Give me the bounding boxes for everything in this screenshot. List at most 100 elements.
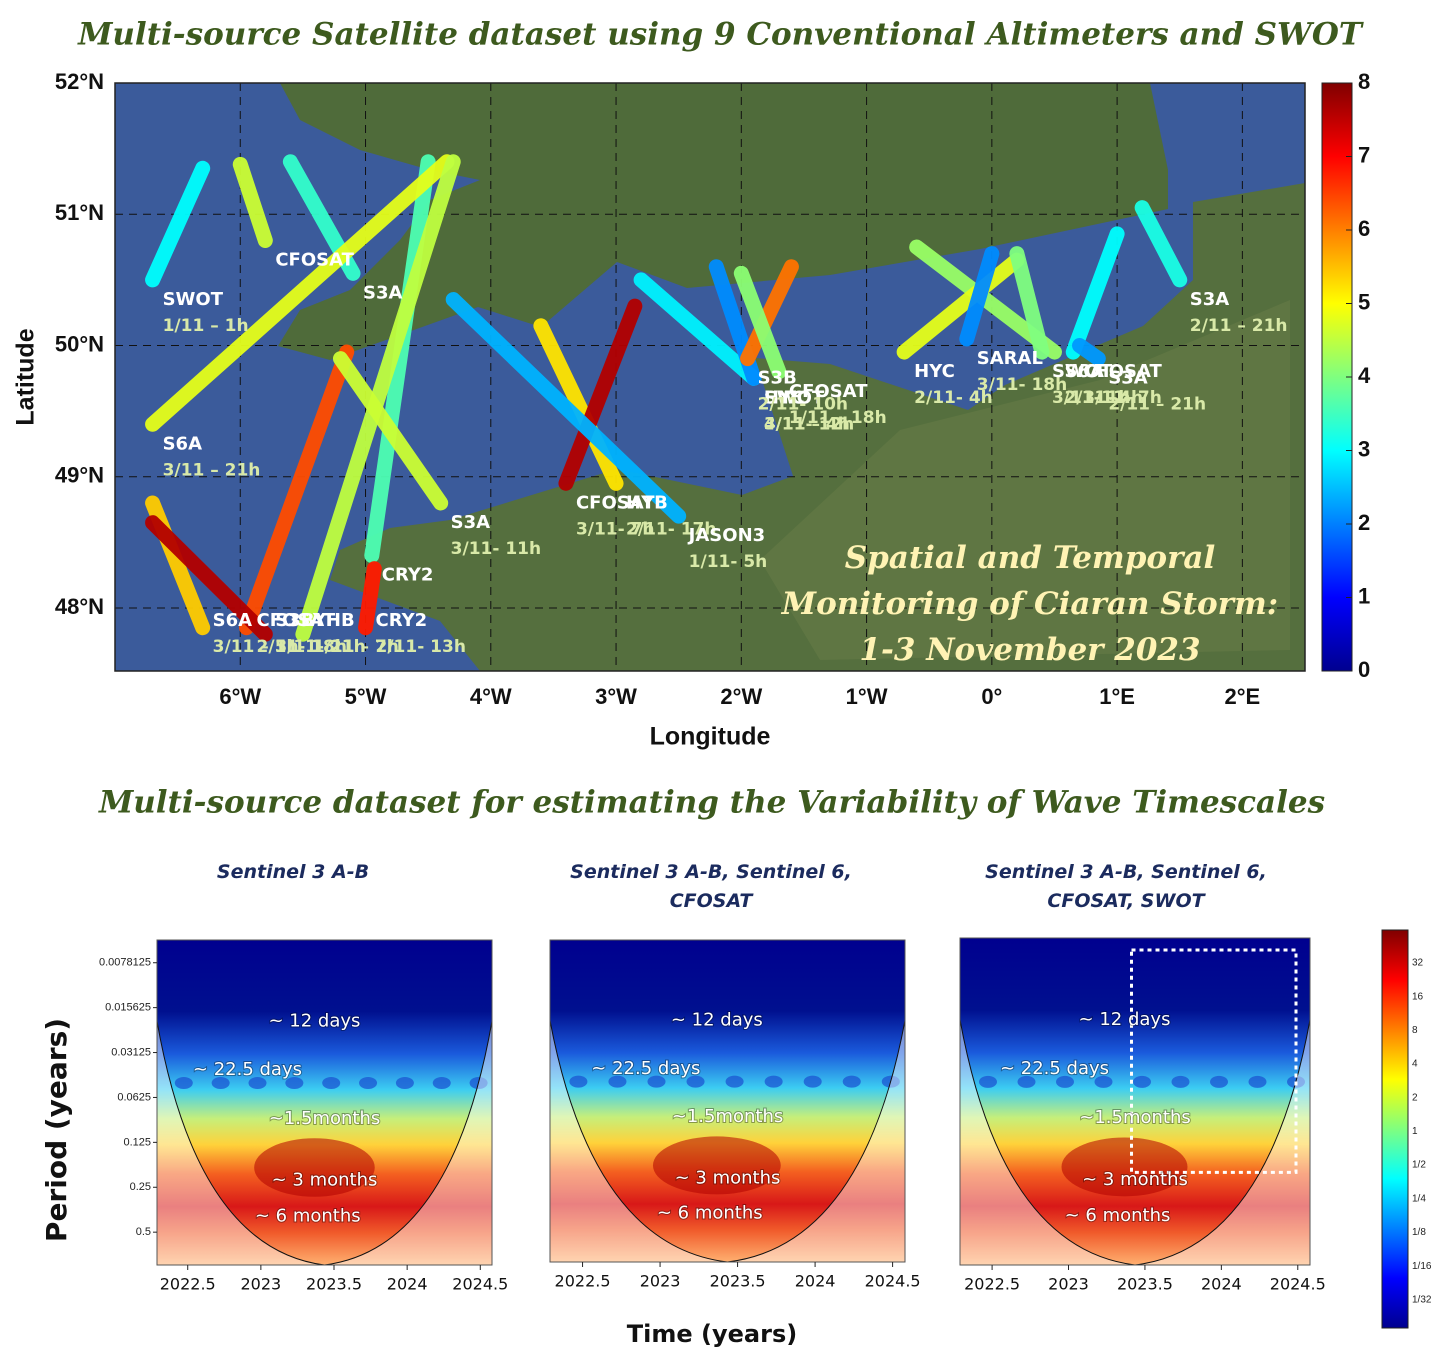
satellite-track xyxy=(1072,338,1106,367)
power-blob xyxy=(1017,1075,1036,1088)
power-blob xyxy=(174,1077,193,1089)
highlight-box xyxy=(1130,948,1298,1174)
track-name: YHB xyxy=(312,610,355,631)
track-name: SWOT xyxy=(764,387,825,408)
satellite-track xyxy=(633,272,762,386)
period-annotation: ~ 3 months xyxy=(272,1170,378,1191)
x-tick-label: 2022.5 xyxy=(964,1275,1020,1294)
y-tick-label: 48°N xyxy=(55,594,104,619)
track-name: CRY2 xyxy=(382,565,434,586)
track-name: HYC xyxy=(914,361,955,382)
satellite-track xyxy=(239,344,355,636)
satellite-track xyxy=(232,156,273,248)
power-blob xyxy=(979,1075,997,1088)
panel-title: Sentinel 3 A-B xyxy=(216,861,370,883)
colorbar-tick-label: 0 xyxy=(1358,657,1370,682)
power-blob xyxy=(322,1077,341,1089)
wavelet-layer: ~ 12 days ~ 22.5 days ~1.5months ~ 3 months… xyxy=(99,937,1432,1305)
map-annotation: Spatial and Temporal Monitoring of Ciara… xyxy=(781,540,1279,668)
track-name: S6A xyxy=(163,433,202,454)
track-name: S3A xyxy=(363,282,402,303)
figure-title: Multi-source Satellite dataset using 9 C… xyxy=(77,17,1364,53)
power-blob xyxy=(1171,1075,1190,1088)
x-tick-label: 3°W xyxy=(595,684,637,709)
track-time: 2/11- 10h xyxy=(758,395,848,415)
power-blob xyxy=(686,1075,705,1088)
y-tick-label: 50°N xyxy=(55,331,104,356)
cone-of-influence xyxy=(1135,1019,1310,1265)
x-tick-label: 2023.5 xyxy=(710,1272,766,1291)
track-time: 3/11 – 21h xyxy=(163,460,261,480)
track-time: 2/11- 4h xyxy=(914,388,993,408)
y-tick-label: 0.0625 xyxy=(117,1091,151,1103)
x-tick-label: 6°W xyxy=(219,684,261,709)
power-core xyxy=(652,1136,781,1195)
x-tick-label: 2023.5 xyxy=(1117,1275,1173,1294)
power-blob xyxy=(764,1075,783,1088)
colorbar-tick-label: 32 xyxy=(1412,958,1424,969)
track-time: 2/11- 18h xyxy=(257,637,347,657)
x-tick-label: 2°E xyxy=(1225,684,1261,709)
track-name: S6A xyxy=(1064,361,1103,382)
wavelet-power xyxy=(157,940,492,1265)
power-blob xyxy=(647,1075,666,1088)
colorbar-tick-label: 16 xyxy=(1412,991,1424,1002)
track-name: S3B xyxy=(275,610,314,631)
x-tick-label: 2024 xyxy=(1201,1275,1242,1294)
x-tick-label: 2024.5 xyxy=(452,1275,508,1294)
satellite-track xyxy=(733,265,787,380)
track-time: 1/11 – 7h xyxy=(313,637,399,657)
colorbar-tick-label: 1/2 xyxy=(1412,1160,1426,1171)
track-name: CFOSAT xyxy=(789,381,868,402)
x-tick-label: 2024.5 xyxy=(865,1272,921,1291)
power-blob xyxy=(248,1077,267,1089)
colorbar-tick-label: 7 xyxy=(1358,142,1370,167)
x-tick-label: 1°E xyxy=(1099,684,1135,709)
y-tick-label: 0.0078125 xyxy=(99,957,151,969)
colorbar-tick-label: 1/16 xyxy=(1412,1261,1432,1272)
cone-of-influence xyxy=(960,1019,1135,1265)
colorbar-tick-label: 8 xyxy=(1358,69,1370,94)
power-blob xyxy=(842,1075,861,1088)
track-time: 2/11 – 21h xyxy=(1108,395,1206,415)
satellite-track xyxy=(358,561,382,636)
period-annotation: ~ 12 days xyxy=(268,1010,360,1031)
x-tick-label: 2023.5 xyxy=(306,1275,362,1294)
track-time: 2/11- 13h xyxy=(376,637,466,657)
satellite-track xyxy=(145,515,273,642)
colorbar-tick-label: 1/4 xyxy=(1412,1193,1426,1204)
colorbar-tick-label: 6 xyxy=(1358,216,1370,241)
track-name: JASON3 xyxy=(687,525,765,546)
x-tick-label: 2023 xyxy=(241,1275,282,1294)
colorbar xyxy=(1321,82,1353,672)
x-tick-label: 5°W xyxy=(345,684,387,709)
power-blob xyxy=(803,1075,822,1088)
satellite-track xyxy=(959,246,1000,347)
y-tick-label: 52°N xyxy=(55,69,104,94)
x-axis-label: Longitude xyxy=(650,723,771,751)
satellite-track xyxy=(145,160,211,288)
power-blob xyxy=(1210,1075,1228,1088)
wavelet-x-label: Time (years) xyxy=(627,1320,797,1348)
satellite-track xyxy=(295,154,461,642)
wavelet-y-label: Period (years) xyxy=(40,1018,73,1242)
period-annotation: ~1.5months xyxy=(269,1108,381,1129)
y-tick-label: 49°N xyxy=(55,463,104,488)
power-blob xyxy=(211,1077,230,1089)
track-name: CRY2 xyxy=(376,610,428,631)
track-name: HYB xyxy=(626,492,668,513)
power-blob xyxy=(1056,1075,1074,1088)
satellite-track xyxy=(896,252,1025,360)
panel-title: Sentinel 3 A-B, Sentinel 6, CFOSAT, SWOT xyxy=(985,861,1267,912)
track-name: CFOSAT xyxy=(576,492,655,513)
section-title: Multi-source dataset for estimating the … xyxy=(98,785,1325,821)
power-blob xyxy=(285,1077,304,1089)
satellite-track xyxy=(145,154,455,432)
track-time: 3/11- 18h xyxy=(977,375,1067,395)
period-annotation: ~ 22.5 days xyxy=(591,1058,700,1079)
satellite-track xyxy=(1134,200,1188,288)
track-time: 2/11- 4h xyxy=(1064,388,1143,408)
y-tick-label: 0.03125 xyxy=(111,1046,151,1058)
